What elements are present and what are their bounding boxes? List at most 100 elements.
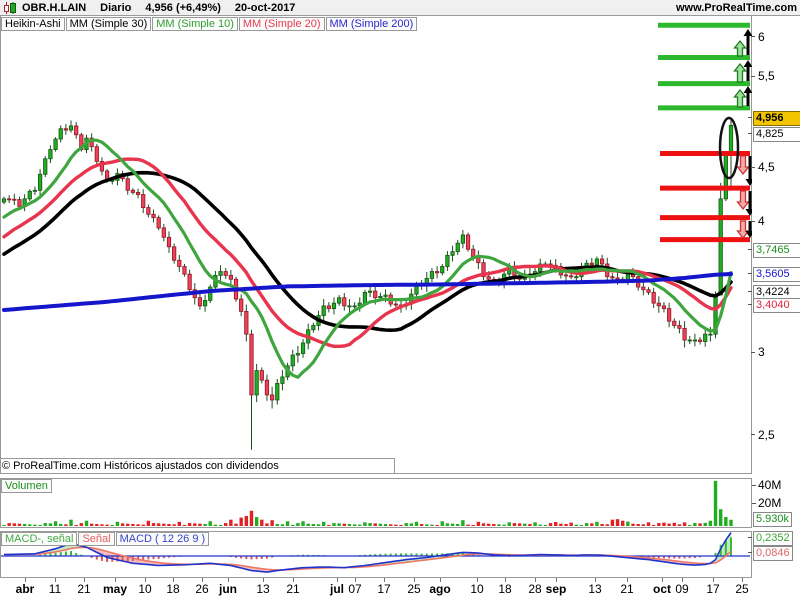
macd-panel-header: MACD-, señal Señal MACD ( 12 26 9 ) <box>1 532 210 546</box>
time-axis-label: 07 <box>348 582 362 596</box>
time-axis-label: 26 <box>195 582 209 596</box>
macd-chart[interactable] <box>0 531 752 578</box>
title-bar: OBR.H.LAIN Diario 4,956 (+6,49%) 20-oct-… <box>0 0 800 16</box>
time-axis-label: 11 <box>48 582 62 596</box>
price-level-chip: 3,4224 <box>753 285 800 300</box>
volume-axis-label: 40M <box>758 478 782 492</box>
time-axis-tick <box>440 578 441 582</box>
time-axis-tick <box>505 578 506 582</box>
indicator-tab[interactable]: MM (Simple 10) <box>152 17 238 31</box>
time-axis-tick <box>384 578 385 582</box>
indicator-tab[interactable]: MM (Simple 30) <box>65 17 152 31</box>
timeframe-label: Diario <box>100 1 132 14</box>
price-chip-tick <box>748 117 752 118</box>
volume-chart[interactable] <box>0 478 752 528</box>
symbol-label: OBR.H.LAIN <box>22 1 87 14</box>
time-axis-label: oct <box>653 582 671 596</box>
macd-value-chip: 0,0846 <box>753 546 793 561</box>
indicator-tabs: Heikin-Ashi MM (Simple 30) MM (Simple 10) M… <box>1 17 418 31</box>
price-chip-tick <box>748 249 752 250</box>
candlestick-icon <box>3 1 17 14</box>
time-axis-label: 25 <box>407 582 421 596</box>
price-axis-tick <box>751 166 755 168</box>
last-price-label: 4,956 (+6,49%) <box>145 1 221 14</box>
time-axis-label: 25 <box>735 582 749 596</box>
site-link[interactable]: www.ProRealTime.com <box>675 1 797 14</box>
volume-axis-tick <box>752 485 756 486</box>
price-level-chip: 4,825 <box>753 127 800 142</box>
macd-tab[interactable]: MACD-, señal <box>1 532 78 546</box>
time-axis-label: jul <box>330 582 344 596</box>
time-axis-tick <box>713 578 714 582</box>
price-axis-tick <box>751 36 755 38</box>
price-chip-tick <box>748 273 752 274</box>
price-axis-tick <box>751 220 755 222</box>
time-axis-label: 17 <box>377 582 391 596</box>
macd-tab[interactable]: Señal <box>78 532 115 546</box>
price-axis-label: 4,5 <box>758 160 775 175</box>
price-axis-label: 2,5 <box>758 427 775 442</box>
time-axis-label: sep <box>545 582 567 596</box>
time-axis-label: ago <box>429 582 451 596</box>
price-chart[interactable] <box>0 15 752 474</box>
time-axis-label: 13 <box>256 582 270 596</box>
price-chip-tick <box>748 133 752 134</box>
time-axis-tick <box>145 578 146 582</box>
macd-value-chip: 0,2352 <box>753 531 793 546</box>
time-axis-tick <box>535 578 536 582</box>
volume-panel-header: Volumen <box>1 479 52 493</box>
time-axis-tick <box>25 578 26 582</box>
time-axis-tick <box>115 578 116 582</box>
price-chip-tick <box>748 304 752 305</box>
macd-tab[interactable]: MACD ( 12 26 9 ) <box>115 532 210 546</box>
time-axis-tick <box>627 578 628 582</box>
macd-axis-tick <box>748 537 752 538</box>
time-axis-tick <box>228 578 229 582</box>
price-level-chip: 3,4040 <box>753 298 800 313</box>
time-axis-tick <box>84 578 85 582</box>
volume-axis-label: 20M <box>758 496 782 510</box>
time-axis-label: abr <box>15 582 35 596</box>
time-axis-label: 21 <box>620 582 634 596</box>
indicator-tab[interactable]: MM (Simple 200) <box>325 17 418 31</box>
time-axis-tick <box>682 578 683 582</box>
price-axis-label: 4 <box>758 214 765 229</box>
macd-axis-tick <box>748 552 752 553</box>
time-axis-tick <box>742 578 743 582</box>
time-axis-tick <box>293 578 294 582</box>
time-axis-tick <box>263 578 264 582</box>
time-axis-label: jun <box>219 582 237 596</box>
time-axis-label: 18 <box>166 582 180 596</box>
time-axis-tick <box>477 578 478 582</box>
time-axis-label: 17 <box>706 582 720 596</box>
volume-last-chip: 5.930k <box>753 512 793 527</box>
time-axis-tick <box>662 578 663 582</box>
volume-tab[interactable]: Volumen <box>1 479 52 493</box>
time-axis-label: 10 <box>138 582 152 596</box>
time-axis-label: 10 <box>470 582 484 596</box>
time-axis-label: 21 <box>286 582 300 596</box>
time-axis-tick <box>556 578 557 582</box>
time-axis-tick <box>202 578 203 582</box>
indicator-tab[interactable]: MM (Simple 20) <box>238 17 325 31</box>
price-axis-label: 5,5 <box>758 69 775 84</box>
indicator-tab[interactable]: Heikin-Ashi <box>1 17 65 31</box>
volume-axis-tick <box>752 503 756 504</box>
time-axis-tick <box>414 578 415 582</box>
price-axis-tick <box>751 75 755 77</box>
price-level-chip: 4,956 <box>753 111 800 126</box>
price-axis-tick <box>751 351 755 353</box>
time-axis-tick <box>55 578 56 582</box>
price-axis-label: 3 <box>758 345 765 359</box>
date-label: 20-oct-2017 <box>234 1 296 14</box>
time-axis-tick <box>355 578 356 582</box>
time-axis-tick <box>337 578 338 582</box>
time-axis-label: may <box>102 582 128 596</box>
copyright-note: © ProRealTime.com Históricos ajustados c… <box>0 458 395 473</box>
time-axis-label: 28 <box>528 582 542 596</box>
price-axis-tick <box>751 434 755 436</box>
time-axis-tick <box>173 578 174 582</box>
time-axis-label: 13 <box>588 582 602 596</box>
price-chip-tick <box>748 291 752 292</box>
